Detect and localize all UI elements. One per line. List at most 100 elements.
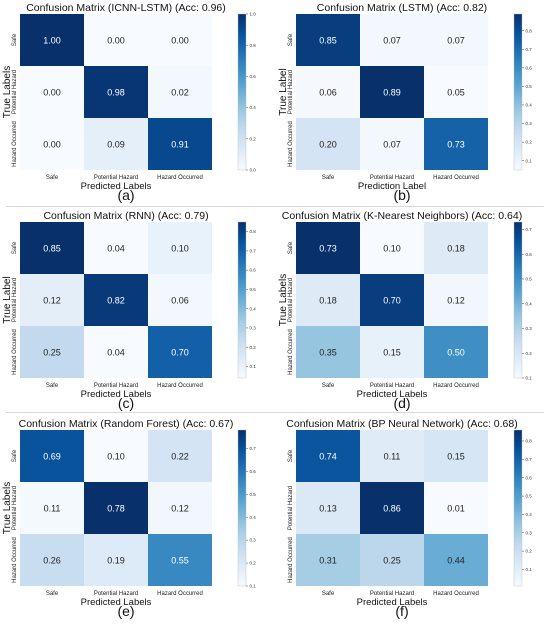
colorbar-tick-label: 0.5 xyxy=(526,277,533,282)
heatmap-cell xyxy=(84,326,148,378)
colorbar-tick-label: 0.7 xyxy=(526,47,533,52)
cell-value-label: 0.98 xyxy=(107,88,125,98)
colorbar-tick-label: 0.4 xyxy=(250,105,257,110)
colorbar-tick-label: 0.8 xyxy=(250,43,257,48)
colorbar-tick-label: 0.3 xyxy=(526,121,533,126)
heatmap-cell xyxy=(148,482,212,534)
x-axis-label: Predicted Labels xyxy=(81,181,152,192)
cell-value-label: 0.10 xyxy=(383,244,401,254)
cell-value-label: 0.73 xyxy=(319,244,337,254)
cell-value-label: 0.25 xyxy=(43,348,61,358)
heatmap-cell xyxy=(148,222,212,274)
cell-value-label: 0.82 xyxy=(107,296,125,306)
heatmap-cell xyxy=(296,482,360,534)
heatmap-cell xyxy=(84,66,148,118)
x-axis-label: Predicted Labels xyxy=(357,389,428,400)
cell-value-label: 0.04 xyxy=(107,244,125,254)
colorbar-tick-label: 0.4 xyxy=(526,103,533,108)
y-tick-label: Safe xyxy=(12,33,18,46)
x-tick-label: Hazard Occurred xyxy=(157,175,203,181)
colorbar-tick-label: 0.2 xyxy=(250,136,257,141)
colorbar-tick-label: 0.6 xyxy=(526,65,533,70)
cell-value-label: 0.05 xyxy=(447,88,465,98)
x-tick-label: Potential Hazard xyxy=(370,175,414,181)
colorbar-tick-label: 0.1 xyxy=(250,584,257,589)
heatmap-cell xyxy=(84,222,148,274)
y-axis-label: True Label xyxy=(2,276,13,323)
x-tick-label: Potential Hazard xyxy=(94,591,138,597)
confusion-matrix-panel: Confusion Matrix (RNN) (Acc: 0.79) 0.85 0.… xyxy=(2,210,257,411)
heatmap-cell xyxy=(84,482,148,534)
heatmap-cell xyxy=(148,118,212,170)
colorbar xyxy=(513,429,523,587)
heatmap-cell xyxy=(20,326,84,378)
y-tick-label: Potential Hazard xyxy=(288,278,294,322)
colorbar xyxy=(513,221,523,379)
y-tick-label: Safe xyxy=(12,241,18,254)
x-axis-label: Predicted Labels xyxy=(81,597,152,608)
heatmap-cell xyxy=(148,66,212,118)
subfigure-caption: (b) xyxy=(393,187,410,203)
y-tick-label: Hazard Occurred xyxy=(288,121,294,167)
colorbar-tick-label: 0.8 xyxy=(250,229,257,234)
colorbar-tick-label: 0.6 xyxy=(526,252,533,257)
colorbar-tick-label: 0.1 xyxy=(526,376,533,381)
cell-value-label: 0.13 xyxy=(319,504,337,514)
cell-value-label: 0.04 xyxy=(107,348,125,358)
colorbar-tick-label: 0.6 xyxy=(526,475,533,480)
colorbar-tick-label: 0.3 xyxy=(250,326,257,331)
chart-title: Confusion Matrix (LSTM) (Acc: 0.82) xyxy=(317,2,487,14)
x-tick-label: Safe xyxy=(46,383,59,389)
colorbar-tick-label: 0.1 xyxy=(526,158,533,163)
confusion-matrix-panel: Confusion Matrix (Random Forest) (Acc: 0… xyxy=(2,418,257,619)
y-tick-label: Hazard Occurred xyxy=(288,329,294,375)
heatmap-cell xyxy=(296,274,360,326)
cell-value-label: 0.69 xyxy=(43,452,61,462)
heatmap-cell xyxy=(84,118,148,170)
heatmap-cell xyxy=(424,430,488,482)
colorbar-tick-label: 0.0 xyxy=(250,168,257,173)
cell-value-label: 0.07 xyxy=(383,140,401,150)
colorbar-tick-label: 0.1 xyxy=(250,364,257,369)
cell-value-label: 0.18 xyxy=(319,296,337,306)
cell-value-label: 0.00 xyxy=(43,140,61,150)
cell-value-label: 0.06 xyxy=(319,88,337,98)
y-tick-label: Potential Hazard xyxy=(288,486,294,530)
divider xyxy=(6,412,544,413)
y-tick-label: Safe xyxy=(288,449,294,462)
confusion-matrix-panel: Confusion Matrix (LSTM) (Acc: 0.82) 0.85 0… xyxy=(278,2,533,203)
colorbar-tick-label: 0.6 xyxy=(250,268,257,273)
cell-value-label: 0.12 xyxy=(43,296,61,306)
colorbar xyxy=(237,13,247,171)
colorbar-tick-label: 0.3 xyxy=(526,530,533,535)
heatmap-cell xyxy=(360,534,424,586)
x-tick-label: Potential Hazard xyxy=(370,591,414,597)
x-tick-label: Hazard Occurred xyxy=(157,383,203,389)
cell-value-label: 0.00 xyxy=(171,36,189,46)
x-tick-label: Hazard Occurred xyxy=(157,591,203,597)
x-tick-label: Safe xyxy=(322,383,335,389)
cell-value-label: 0.91 xyxy=(171,140,189,150)
heatmap-cell xyxy=(424,534,488,586)
confusion-matrix-panel: Confusion Matrix (BP Neural Network) (Ac… xyxy=(286,418,533,619)
heatmap-cell xyxy=(148,534,212,586)
y-tick-label: Potential Hazard xyxy=(12,486,18,530)
heatmap-cell xyxy=(20,118,84,170)
colorbar-tick-label: 0.5 xyxy=(250,492,257,497)
cell-value-label: 0.10 xyxy=(171,244,189,254)
x-tick-label: Potential Hazard xyxy=(370,383,414,389)
colorbar-tick-label: 0.4 xyxy=(250,306,257,311)
confusion-matrix-panel: Confusion Matrix (ICNN-LSTM) (Acc: 0.96)… xyxy=(2,2,257,203)
cell-value-label: 0.06 xyxy=(171,296,189,306)
subfigure-caption: (d) xyxy=(393,395,410,411)
x-tick-label: Hazard Occurred xyxy=(433,383,479,389)
subfigure-caption: (f) xyxy=(395,603,408,619)
chart-title: Confusion Matrix (K-Nearest Neighbors) (… xyxy=(282,210,522,222)
cell-value-label: 0.31 xyxy=(319,556,337,566)
cell-value-label: 0.01 xyxy=(447,504,465,514)
heatmap-cell xyxy=(84,430,148,482)
heatmap-cell xyxy=(148,274,212,326)
heatmap-cell xyxy=(148,14,212,66)
x-axis-label: Predicted Labels xyxy=(81,389,152,400)
